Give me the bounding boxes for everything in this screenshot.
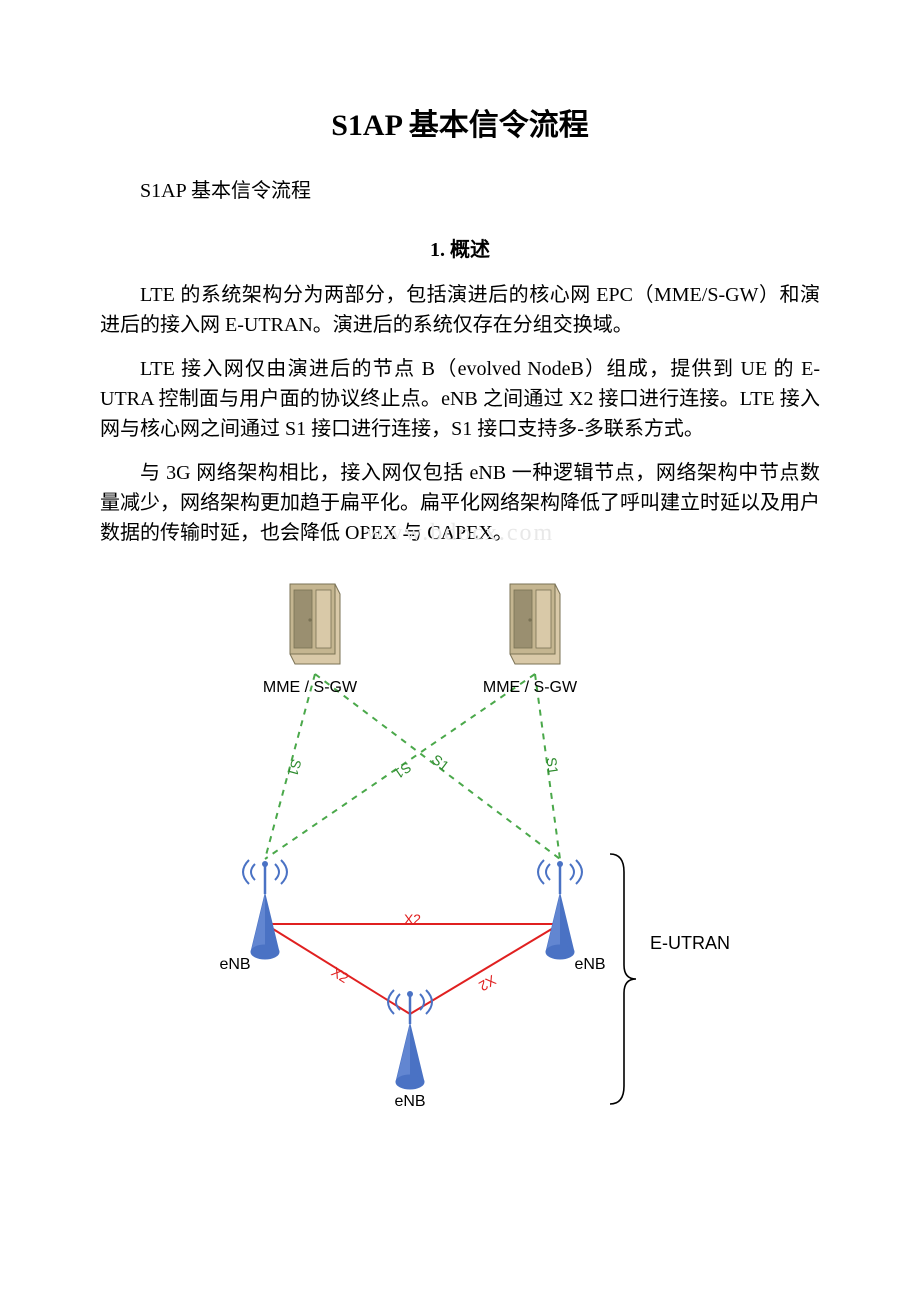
section-1-heading: 1. 概述 [100, 233, 820, 262]
paragraph-3: 与 3G 网络架构相比，接入网仅包括 eNB 一种逻辑节点，网络架构中节点数量减… [100, 458, 820, 548]
svg-text:S1: S1 [429, 751, 452, 774]
svg-text:E-UTRAN: E-UTRAN [650, 933, 730, 953]
architecture-diagram: S1 S1 S1 S1 X2 X2 X2 MME / S-GW MME / S-GW eNB eNB… [100, 564, 820, 1114]
svg-text:X2: X2 [329, 963, 352, 986]
svg-text:S1: S1 [543, 756, 561, 775]
svg-text:eNB: eNB [394, 1093, 425, 1110]
network-svg: S1 S1 S1 S1 X2 X2 X2 MME / S-GW MME / S-GW eNB eNB… [180, 564, 740, 1114]
svg-text:X2: X2 [404, 911, 421, 927]
paragraph-1: LTE 的系统架构分为两部分，包括演进后的核心网 EPC（MME/S-GW）和演… [100, 280, 820, 340]
svg-text:MME / S-GW: MME / S-GW [263, 679, 358, 696]
paragraph-2: LTE 接入网仅由演进后的节点 B（evolved NodeB）组成，提供到 U… [100, 354, 820, 444]
svg-text:eNB: eNB [574, 956, 605, 973]
svg-text:X2: X2 [476, 972, 499, 995]
svg-text:S1: S1 [391, 759, 414, 782]
page-title: S1AP 基本信令流程 [100, 100, 820, 144]
svg-text:S1: S1 [285, 757, 305, 778]
svg-text:MME / S-GW: MME / S-GW [483, 679, 578, 696]
svg-text:eNB: eNB [219, 956, 250, 973]
page-subtitle: S1AP 基本信令流程 [100, 174, 820, 203]
